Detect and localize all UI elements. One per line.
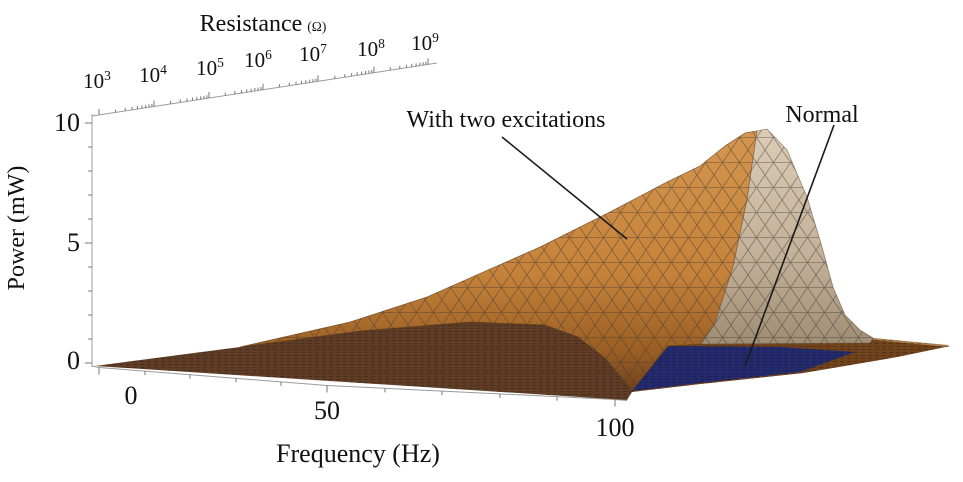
surface-two-excitations-front-mesh	[240, 131, 757, 391]
two-excitations-leader-line	[501, 136, 628, 240]
resistance-tick-label: 108	[357, 36, 385, 61]
resistance-tick-label: 103	[83, 68, 111, 93]
resistance-axis-title: Resistance (Ω)	[200, 11, 327, 37]
frequency-axis-title: Frequency (Hz)	[276, 439, 440, 468]
power-axis-ticks	[85, 122, 92, 364]
frequency-tick-label: 100	[596, 413, 635, 442]
resistance-axis-ticks	[98, 58, 429, 115]
power-axis-title: Power (mW)	[4, 166, 30, 291]
power-tick-label: 5	[67, 228, 80, 257]
frequency-axis-ticks	[98, 367, 616, 407]
two-excitations-annotation: With two excitations	[407, 107, 606, 133]
annotations: With two excitations Normal	[407, 102, 859, 367]
normal-leader-line	[744, 124, 835, 367]
surfaces	[95, 128, 950, 400]
normal-annotation: Normal	[785, 102, 859, 128]
frequency-tick-label: 0	[125, 381, 138, 410]
resistance-tick-label: 109	[411, 30, 439, 55]
frequency-axis: Frequency (Hz) 0 50 100	[91, 365, 635, 468]
resistance-tick-label: 105	[196, 55, 224, 80]
resistance-tick-label: 107	[299, 41, 327, 66]
frequency-tick-label: 50	[314, 396, 340, 425]
power-tick-label: 0	[67, 346, 80, 375]
surface-two-excitations-back-mesh	[700, 129, 873, 344]
power-tick-label: 10	[54, 108, 80, 137]
power-axis: Power (mW) 10 5 0	[4, 108, 93, 375]
resistance-axis: Resistance (Ω) 103 104 105 106 107 108 10…	[83, 11, 439, 117]
resistance-tick-label: 104	[139, 62, 167, 87]
resistance-axis-line	[91, 62, 438, 117]
resistance-tick-label: 106	[244, 47, 272, 72]
